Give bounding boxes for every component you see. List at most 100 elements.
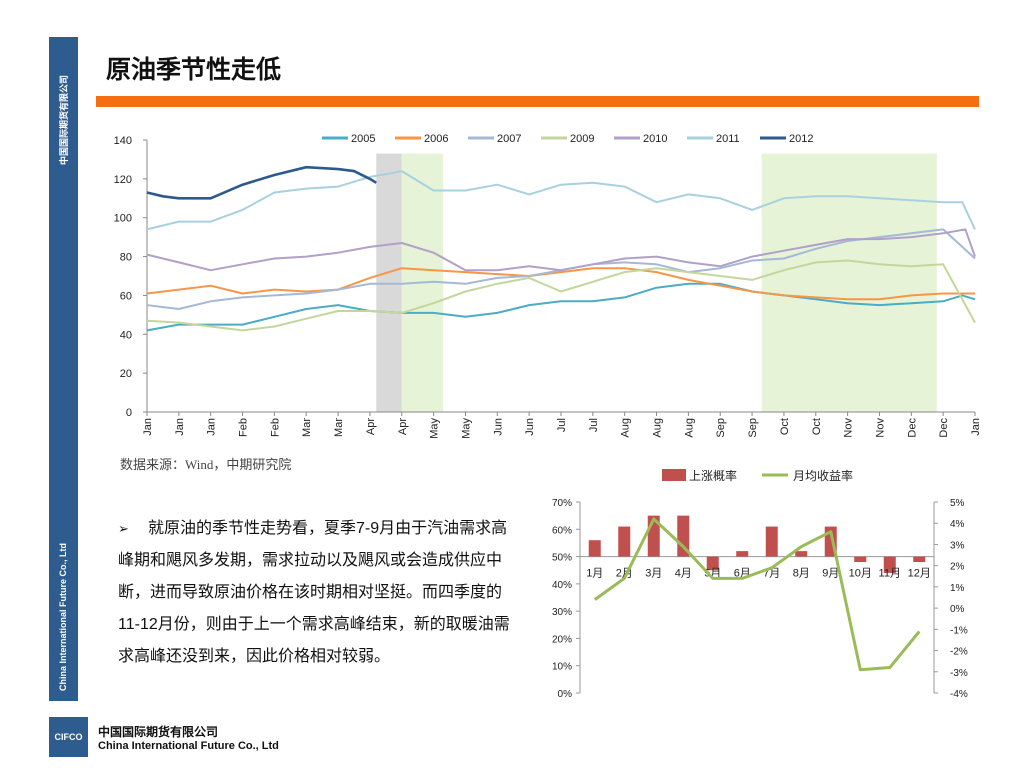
legend-label-2006: 2006	[424, 133, 448, 145]
series-line-2011	[146, 170, 976, 231]
x-tick-label: Aug	[620, 418, 632, 438]
x-tick-label: Nov	[874, 418, 886, 438]
category-label: 8月	[793, 568, 810, 580]
bar-7月	[765, 526, 778, 557]
left-tick-label: 30%	[552, 607, 572, 618]
line-月均收益率	[593, 517, 921, 672]
left-tick-label: 40%	[552, 580, 572, 591]
series-line-2009	[146, 259, 976, 332]
right-tick-label: -1%	[950, 625, 968, 636]
sidebar-company-en: China International Future Co., Ltd	[58, 543, 68, 691]
legend-label-2007: 2007	[497, 133, 521, 145]
legend-label-2010: 2010	[643, 133, 667, 145]
x-tick-label: Nov	[843, 418, 855, 438]
right-tick-label: 5%	[950, 498, 965, 509]
category-label: 6月	[734, 568, 751, 580]
x-tick-label: Dec	[906, 418, 918, 438]
x-tick-label: Jun	[492, 418, 504, 436]
legend-label-line: 月均收益率	[793, 468, 853, 483]
category-label: 10月	[849, 568, 872, 580]
x-tick-label: Oct	[779, 418, 791, 435]
bar-4月	[677, 515, 690, 557]
analysis-paragraph: ➢ 就原油的季节性走势看，夏季7-9月由于汽油需求高峰期和飓风多发期，需求拉动以及…	[118, 513, 513, 673]
y-tick-label: 40	[120, 329, 132, 341]
shaded-region-2	[761, 153, 937, 412]
bar-1月	[588, 540, 601, 557]
x-tick-label: Dec	[938, 418, 950, 438]
bar-10月	[854, 556, 867, 563]
sidebar-band: 中国国际期货有限公司 China International Future Co…	[49, 37, 78, 701]
right-tick-label: 2%	[950, 562, 965, 573]
category-label: 5月	[704, 568, 721, 580]
x-tick-label: Jan	[206, 418, 218, 436]
y-tick-label: 100	[114, 213, 132, 225]
x-tick-label: Jun	[524, 418, 536, 436]
category-label: 3月	[645, 568, 662, 580]
legend-swatch-bars	[662, 469, 686, 481]
right-tick-label: -4%	[950, 689, 968, 700]
left-tick-label: 70%	[552, 498, 572, 509]
bar-3月	[647, 515, 660, 557]
x-tick-label: Jul	[588, 418, 600, 432]
category-label: 12月	[908, 568, 931, 580]
analysis-text: 就原油的季节性走势看，夏季7-9月由于汽油需求高峰期和飓风多发期，需求拉动以及飓…	[118, 520, 510, 665]
left-tick-label: 10%	[552, 662, 572, 673]
x-tick-label: Jan	[174, 418, 186, 436]
footer-company-en: China International Future Co., Ltd	[98, 740, 279, 752]
right-tick-label: 1%	[950, 583, 965, 594]
x-tick-label: Aug	[683, 418, 695, 438]
bar-8月	[795, 551, 808, 557]
bar-9月	[824, 526, 837, 557]
footer-company-cn: 中国国际期货有限公司	[98, 725, 219, 739]
crude-oil-seasonal-line-chart: 0 20 40 60 80 100 120 140 Jan Jan Jan Feb Feb Mar Mar A…	[114, 133, 982, 439]
x-tick-label: Jan	[142, 418, 154, 436]
legend-label-2011: 2011	[716, 133, 740, 145]
page-title: 原油季节性走低	[106, 56, 282, 84]
x-tick-label: Sep	[747, 418, 759, 438]
x-tick-label: May	[429, 418, 441, 439]
right-tick-label: -3%	[950, 668, 968, 679]
series-line-2005	[146, 282, 976, 332]
category-label: 2月	[616, 568, 633, 580]
bullet-arrow-icon: ➢	[118, 521, 129, 536]
category-label: 9月	[822, 568, 839, 580]
legend-label-2009: 2009	[570, 133, 594, 145]
y-tick-label: 80	[120, 252, 132, 264]
x-tick-label: Feb	[269, 418, 281, 437]
left-tick-label: 50%	[552, 553, 572, 564]
y-tick-label: 0	[126, 407, 132, 419]
right-tick-label: 0%	[950, 604, 965, 615]
x-tick-label: May	[460, 418, 472, 439]
x-tick-label: Aug	[652, 418, 664, 438]
x-tick-label: Mar	[333, 418, 345, 437]
right-tick-label: 3%	[950, 540, 965, 551]
series-line-2010	[146, 228, 976, 272]
bar-12月	[913, 556, 926, 563]
left-tick-label: 60%	[552, 525, 572, 536]
bar-2月	[618, 526, 631, 557]
y-tick-label: 60	[120, 290, 132, 302]
category-label: 7月	[763, 568, 780, 580]
legend-label-2012: 2012	[789, 133, 813, 145]
left-tick-label: 0%	[558, 689, 573, 700]
y-tick-label: 20	[120, 368, 132, 380]
y-tick-label: 120	[114, 174, 132, 186]
x-tick-label: Mar	[301, 418, 313, 437]
category-label: 1月	[586, 568, 603, 580]
x-tick-label: Apr	[397, 418, 409, 435]
bar-5月	[706, 556, 719, 571]
left-tick-label: 20%	[552, 634, 572, 645]
x-tick-label: Apr	[365, 418, 377, 435]
x-tick-label: Oct	[811, 418, 823, 435]
right-tick-label: -2%	[950, 647, 968, 658]
cifco-logo: CIFCO	[49, 717, 88, 757]
legend-label-2005: 2005	[351, 133, 375, 145]
x-tick-label: Jan	[970, 418, 982, 436]
legend-label-bars: 上涨概率	[689, 468, 737, 483]
category-label: 11月	[879, 568, 901, 580]
x-tick-label: Sep	[715, 418, 727, 438]
bar-6月	[736, 551, 749, 557]
category-label: 4月	[675, 568, 692, 580]
right-tick-label: 4%	[950, 519, 965, 530]
series-line-2012	[146, 165, 377, 200]
